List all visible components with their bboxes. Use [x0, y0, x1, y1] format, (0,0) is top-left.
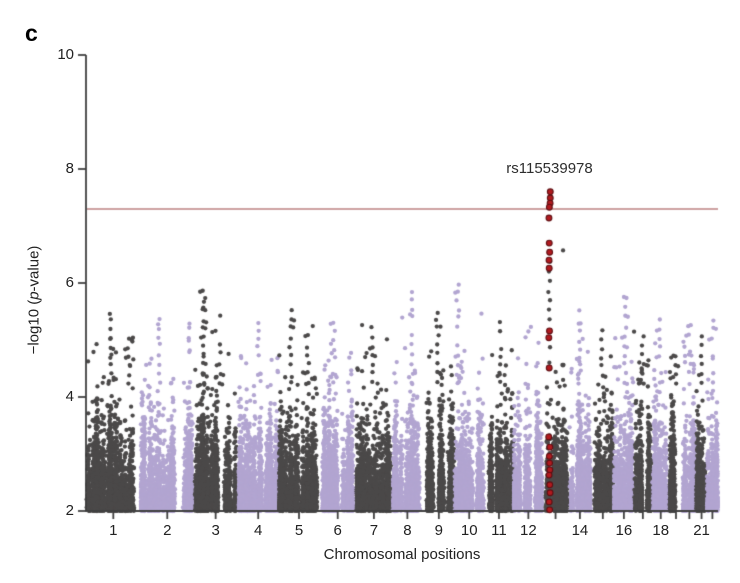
manhattan-plot-canvas [0, 0, 740, 583]
manhattan-plot-figure: c −log10 (p-value) Chromosomal positions… [0, 0, 740, 583]
